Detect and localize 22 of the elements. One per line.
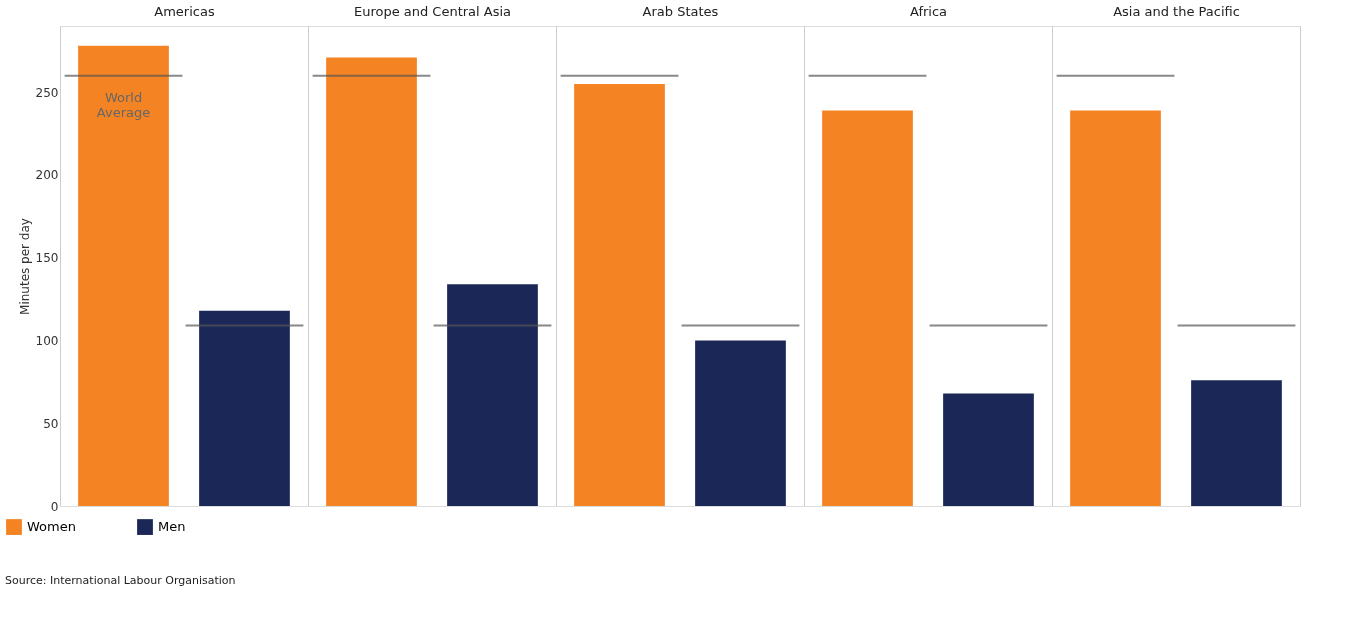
x-tick-label: Europe and Central Asia [353, 3, 512, 19]
x-tick-label: Africa [909, 3, 948, 19]
bar [695, 340, 786, 506]
y-tick-label: 50 [43, 416, 59, 431]
x-tick-label: Americas [154, 3, 215, 19]
bar [822, 110, 913, 506]
y-tick-label: 100 [35, 333, 59, 348]
y-axis-title: Minutes per day [17, 218, 32, 315]
y-tick-label: 150 [35, 251, 59, 266]
bar [574, 83, 665, 506]
legend-label: Men [158, 519, 186, 535]
y-tick-label: 250 [35, 85, 59, 100]
x-tick-label: Arab States [642, 3, 719, 19]
y-tick-label: 200 [35, 168, 59, 183]
ref-line-label: World Average [96, 89, 151, 120]
legend-label: Women [27, 519, 76, 535]
bar [1070, 110, 1161, 506]
bar [943, 393, 1034, 506]
x-tick-label: Asia and the Pacific [1113, 3, 1240, 19]
bar [1191, 380, 1282, 506]
y-tick-label: 0 [50, 499, 59, 514]
source-note: Source: International Labour Organisation [5, 574, 236, 587]
